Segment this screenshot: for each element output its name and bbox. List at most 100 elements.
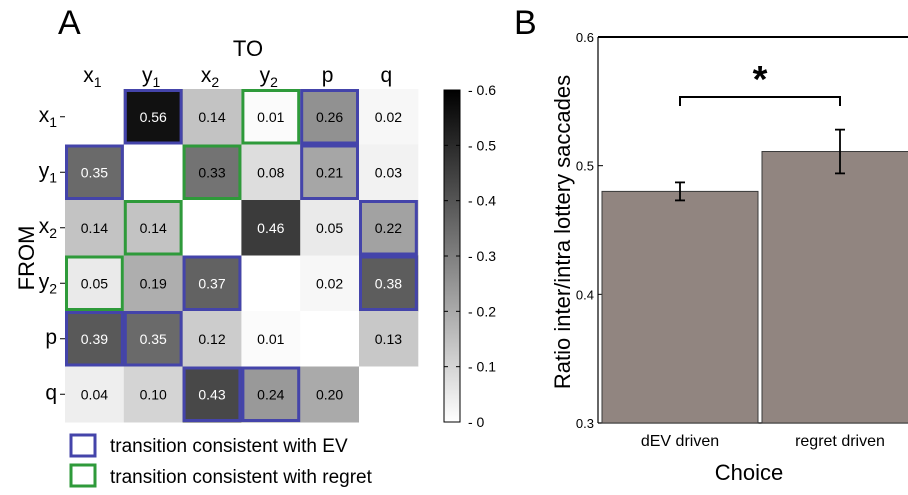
heatmap-cell-r3-c5 <box>359 255 419 312</box>
heatmap-value-r4-c0: 0.39 <box>81 331 108 347</box>
heatmap-cell-r3-c4 <box>300 255 360 312</box>
colorbar-tick-label-3: - 0.3 <box>468 248 496 264</box>
heatmap-cell-r4-c1 <box>123 311 184 367</box>
heatmap-outline-ev-r1-c4 <box>300 144 360 200</box>
heatmap-outline-ev-r3-c2 <box>182 255 242 311</box>
heatmap-cell-r1-c1 <box>123 144 184 201</box>
heatmap-x-tick-5: q <box>381 64 393 87</box>
colorbar-tick-label-6: - 0.6 <box>468 82 496 98</box>
heatmap-cell-r3-c1 <box>123 255 184 312</box>
heatmap-value-r5-c4: 0.20 <box>316 386 343 402</box>
heatmap-value-r1-c2: 0.33 <box>198 164 225 180</box>
heatmap-cell-r1-c0 <box>65 144 125 201</box>
panel-a-letter: A <box>58 4 81 42</box>
heatmap-x-tick-0: x1 <box>83 64 102 90</box>
heatmap-outline-ev-r5-c2 <box>182 366 242 422</box>
heatmap-value-r0-c4: 0.26 <box>316 109 343 125</box>
bar-x-ticks: dEV driven regret driven <box>641 433 885 450</box>
heatmap-outline-ev-r5-c3 <box>241 366 301 422</box>
heatmap-cells <box>65 89 419 423</box>
heatmap-value-r0-c2: 0.14 <box>198 109 225 125</box>
heatmap-y-tick-3: y2 <box>39 270 58 296</box>
colorbar-tick-label-2: - 0.2 <box>468 303 496 319</box>
heatmap-value-r1-c0: 0.35 <box>81 164 108 180</box>
heatmap-value-r5-c2: 0.43 <box>198 386 225 402</box>
heatmap-y-ticks: x1 y1 x2 y2 p q <box>39 104 65 404</box>
heatmap-value-r0-c5: 0.02 <box>375 109 402 125</box>
heatmap-cell-r4-c3 <box>241 311 301 367</box>
significance-annotation: * <box>679 59 841 106</box>
heatmap-value-r4-c1: 0.35 <box>140 331 167 347</box>
heatmap-cell-r5-c5 <box>359 366 419 423</box>
heatmap-outline-regret-r3-c0 <box>65 255 124 311</box>
heatmap-value-r2-c0: 0.14 <box>81 220 108 236</box>
heatmap-value-r1-c3: 0.08 <box>257 164 284 180</box>
heatmap-cell-r2-c1 <box>123 200 184 256</box>
heatmap-cell-r1-c5 <box>359 144 419 201</box>
significance-star: * <box>753 59 768 101</box>
heatmap-cell-r0-c4 <box>300 89 360 145</box>
heatmap-y-tick-2: x2 <box>39 215 58 241</box>
bar-x-axis-title: Choice <box>715 460 783 485</box>
heatmap-outline-regret-r0-c3 <box>241 89 301 145</box>
heatmap-x-tick-2: x2 <box>201 64 220 90</box>
heatmap-cell-r1-c4 <box>300 144 360 201</box>
heatmap-y-axis-title: FROM <box>14 226 39 291</box>
heatmap-x-tick-3: y2 <box>260 64 279 90</box>
heatmap-cell-r3-c3 <box>241 255 301 312</box>
heatmap-value-r1-c4: 0.21 <box>316 164 343 180</box>
heatmap-cell-r3-c0 <box>65 255 125 312</box>
heatmap-value-r5-c3: 0.24 <box>257 386 284 402</box>
heatmap-cell-r5-c1 <box>123 366 184 423</box>
bar-y-tick-label-1: 0.4 <box>576 287 594 302</box>
heatmap-value-r2-c4: 0.05 <box>316 220 343 236</box>
legend-ev-swatch <box>69 433 97 458</box>
heatmap-x-tick-1: y1 <box>142 64 161 90</box>
heatmap-cell-r2-c4 <box>300 200 360 256</box>
bar-x-tick-label-0: dEV driven <box>641 433 719 450</box>
legend-ev-label: transition consistent with EV <box>110 436 348 457</box>
bar-y-tick-label-2: 0.5 <box>576 159 594 174</box>
heatmap-value-r2-c5: 0.22 <box>375 220 402 236</box>
heatmap-cell-r5-c4 <box>300 366 360 423</box>
heatmap-value-r2-c3: 0.46 <box>257 220 284 236</box>
heatmap-y-tick-1: y1 <box>39 159 58 185</box>
significance-bracket <box>679 96 841 106</box>
heatmap-outline-ev-r4-c1 <box>123 311 183 367</box>
colorbar-tick-label-4: - 0.4 <box>468 193 496 209</box>
heatmap-outline-ev-r0-c1 <box>123 89 183 145</box>
bar-bars <box>601 128 908 424</box>
bar-y-axis-title: Ratio inter/intra lottery saccades <box>550 75 575 389</box>
heatmap-outline-regret-r2-c1 <box>123 200 183 256</box>
heatmap-value-r3-c0: 0.05 <box>81 275 108 291</box>
colorbar-ticks: - 0 - 0.1 - 0.2 - 0.3 - 0.4 - 0.5 - 0.6 <box>444 82 496 430</box>
heatmap-value-r3-c5: 0.38 <box>375 275 402 291</box>
bar-1 <box>761 151 908 424</box>
heatmap-cell-r5-c0 <box>65 366 125 423</box>
heatmap-value-r3-c1: 0.19 <box>140 275 167 291</box>
heatmap-cell-labels: 0.56 0.14 0.01 0.26 0.02 0.35 0.33 0.08 0.21 0.03… <box>81 109 402 403</box>
heatmap-value-r0-c3: 0.01 <box>257 109 284 125</box>
heatmap-cell-r2-c3 <box>241 200 301 256</box>
heatmap-value-r5-c0: 0.04 <box>81 386 108 402</box>
heatmap-y-tick-5: q <box>45 381 57 404</box>
heatmap-x-axis-title: TO <box>233 36 263 61</box>
heatmap-cell-r1-c2 <box>182 144 242 201</box>
colorbar-tick-label-0: - 0 <box>468 414 485 430</box>
colorbar-tick-label-5: - 0.5 <box>468 137 496 153</box>
heatmap-cell-r4-c5 <box>359 311 419 367</box>
heatmap-cell-r4-c2 <box>182 311 242 367</box>
heatmap-outline-regret-r1-c2 <box>182 144 242 200</box>
legend-regret-swatch <box>69 463 97 488</box>
heatmap-cell-r2-c2 <box>182 200 242 256</box>
heatmap-value-r5-c1: 0.10 <box>140 386 167 402</box>
heatmap-cell-r5-c3 <box>241 366 301 423</box>
heatmap-outline-ev-r0-c4 <box>300 89 360 145</box>
heatmap-cell-r4-c4 <box>300 311 360 367</box>
bar-y-ticks: 0.3 0.4 0.5 0.6 <box>576 30 603 431</box>
bar-y-tick-label-3: 0.6 <box>576 30 594 45</box>
heatmap-value-r4-c3: 0.01 <box>257 331 284 347</box>
heatmap-cell-r0-c1 <box>123 89 184 145</box>
heatmap-value-r1-c5: 0.03 <box>375 164 402 180</box>
heatmap-y-tick-4: p <box>45 326 57 349</box>
